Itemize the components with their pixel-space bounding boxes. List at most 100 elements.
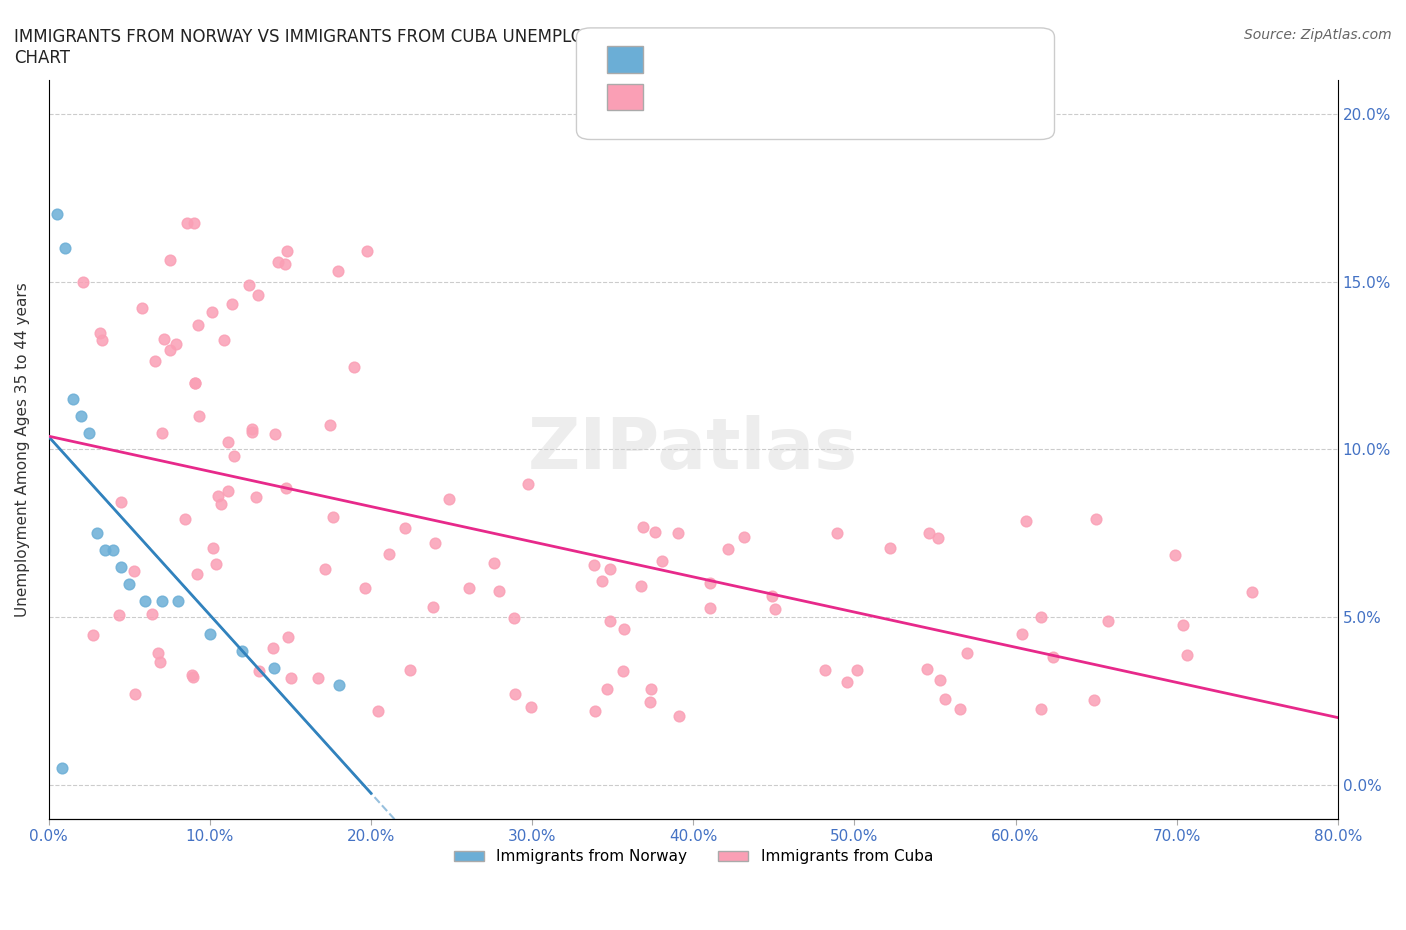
Point: [377, 546, 399, 561]
Point: [242, 421, 264, 436]
Point: [183, 215, 205, 230]
Point: [77, 425, 100, 440]
Point: [72, 274, 94, 289]
Point: [825, 526, 848, 541]
Point: [217, 484, 239, 498]
Point: [245, 490, 267, 505]
Text: R =   0.217    N =   18: R = 0.217 N = 18: [650, 56, 880, 74]
Point: [763, 602, 786, 617]
Point: [354, 581, 377, 596]
Point: [328, 677, 350, 692]
Point: [103, 543, 125, 558]
Point: [651, 553, 673, 568]
Point: [928, 673, 950, 688]
Point: [166, 593, 188, 608]
Point: [482, 555, 505, 570]
Point: [516, 476, 538, 491]
Point: [319, 418, 342, 432]
Point: [240, 424, 263, 439]
Point: [356, 244, 378, 259]
Point: [423, 536, 446, 551]
Text: IMMIGRANTS FROM NORWAY VS IMMIGRANTS FROM CUBA UNEMPLOYMENT AMONG AGES 35 TO 44 : IMMIGRANTS FROM NORWAY VS IMMIGRANTS FRO…: [14, 28, 1024, 67]
Point: [927, 530, 949, 545]
Point: [845, 663, 868, 678]
Point: [733, 530, 755, 545]
Point: [814, 663, 837, 678]
Point: [231, 644, 253, 658]
Text: Source: ZipAtlas.com: Source: ZipAtlas.com: [1244, 28, 1392, 42]
Legend: Immigrants from Norway, Immigrants from Cuba: Immigrants from Norway, Immigrants from …: [447, 844, 939, 870]
Point: [86, 526, 108, 541]
Point: [149, 655, 172, 670]
Point: [131, 300, 153, 315]
Point: [699, 576, 721, 591]
Point: [118, 577, 141, 591]
Point: [1029, 702, 1052, 717]
Point: [181, 670, 204, 684]
Point: [644, 525, 666, 539]
Point: [613, 621, 636, 636]
Point: [205, 556, 228, 571]
Point: [184, 376, 207, 391]
Point: [263, 660, 285, 675]
Point: [612, 663, 634, 678]
Point: [186, 566, 208, 581]
Point: [398, 662, 420, 677]
Point: [1085, 512, 1108, 526]
Point: [165, 337, 187, 352]
Point: [596, 682, 619, 697]
Point: [949, 701, 972, 716]
Point: [394, 521, 416, 536]
Point: [591, 574, 613, 589]
Point: [62, 392, 84, 406]
Point: [668, 709, 690, 724]
Point: [503, 686, 526, 701]
Point: [247, 664, 270, 679]
Point: [198, 627, 221, 642]
Point: [110, 495, 132, 510]
Point: [89, 326, 111, 340]
Point: [187, 317, 209, 332]
Point: [879, 540, 901, 555]
Point: [124, 564, 146, 578]
Point: [221, 297, 243, 312]
Point: [918, 525, 941, 540]
Point: [640, 682, 662, 697]
Point: [209, 497, 232, 512]
Point: [150, 593, 173, 608]
Point: [184, 376, 207, 391]
Y-axis label: Unemployment Among Ages 35 to 44 years: Unemployment Among Ages 35 to 44 years: [15, 282, 30, 617]
Point: [328, 263, 350, 278]
Point: [267, 255, 290, 270]
Point: [176, 215, 198, 230]
Point: [51, 761, 73, 776]
Point: [503, 611, 526, 626]
Point: [134, 593, 156, 608]
Point: [180, 668, 202, 683]
Point: [188, 408, 211, 423]
Point: [262, 641, 284, 656]
Point: [212, 333, 235, 348]
Point: [222, 449, 245, 464]
Point: [717, 542, 740, 557]
Point: [322, 510, 344, 525]
Point: [520, 699, 543, 714]
Point: [439, 492, 461, 507]
Point: [666, 525, 689, 540]
Point: [1163, 548, 1185, 563]
Point: [150, 426, 173, 441]
Point: [934, 691, 956, 706]
Point: [631, 520, 654, 535]
Point: [422, 600, 444, 615]
Point: [159, 342, 181, 357]
Text: R = -0.240    N = 120: R = -0.240 N = 120: [650, 93, 859, 112]
Point: [107, 607, 129, 622]
Point: [488, 583, 510, 598]
Point: [280, 671, 302, 685]
Text: ZIPatlas: ZIPatlas: [529, 415, 858, 484]
Point: [956, 646, 979, 661]
Point: [53, 241, 76, 256]
Point: [761, 589, 783, 604]
Point: [263, 427, 285, 442]
Point: [1171, 618, 1194, 632]
